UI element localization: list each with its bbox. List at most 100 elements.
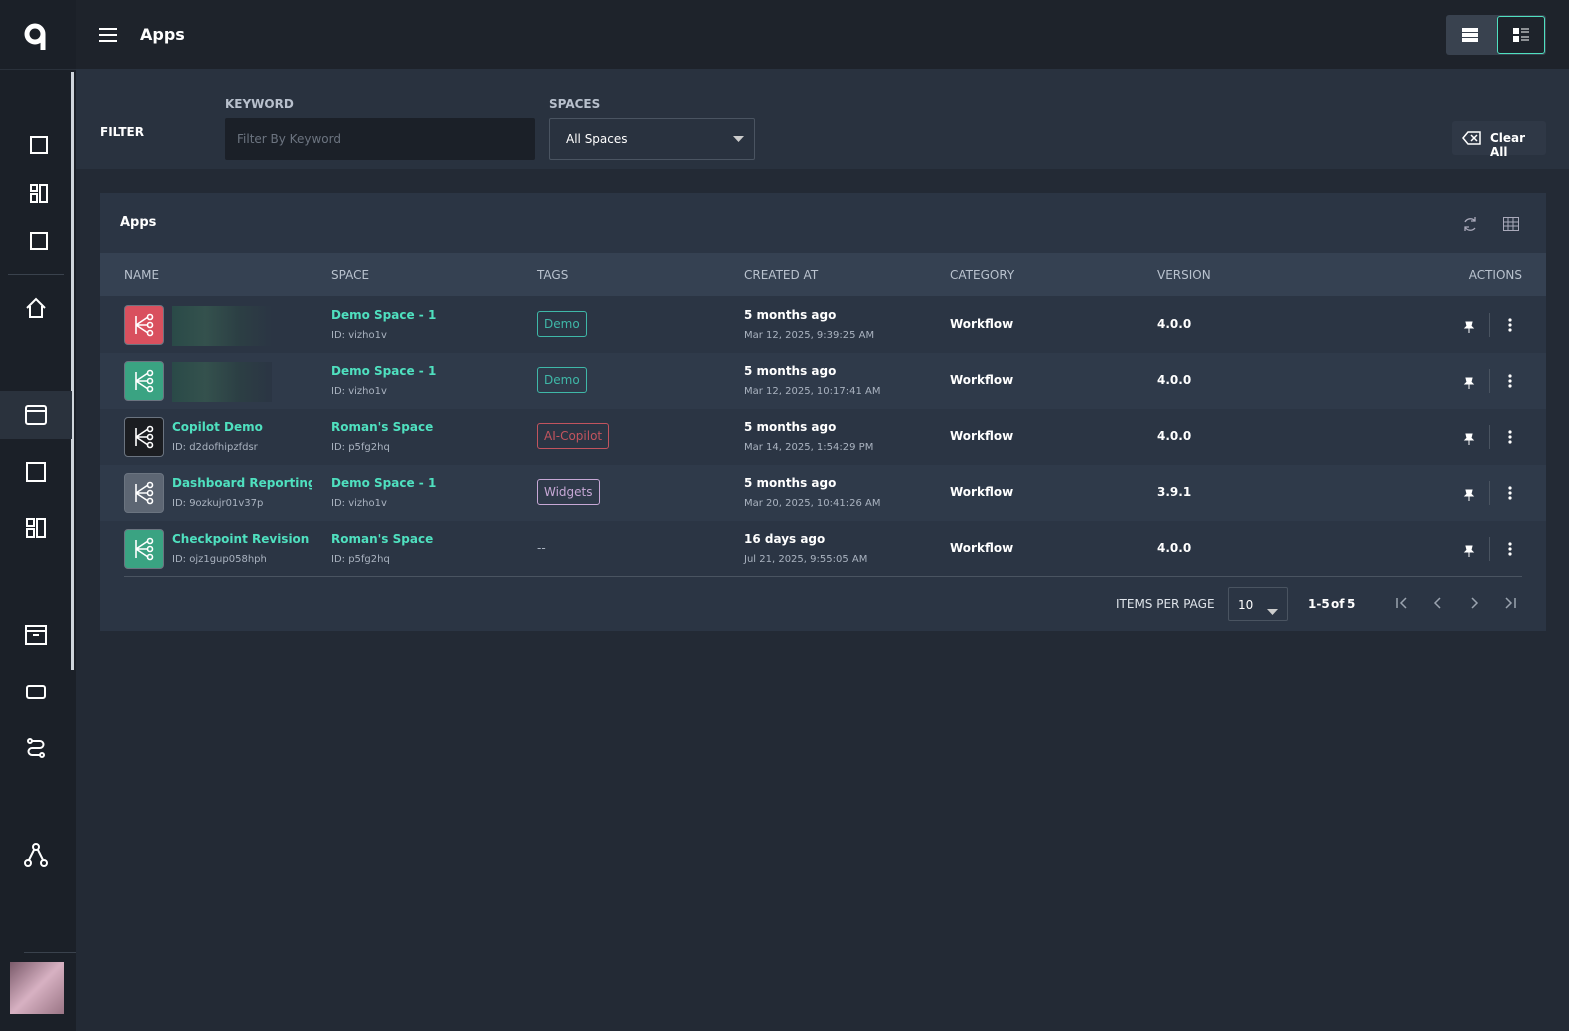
spaces-value: All Spaces — [566, 132, 628, 146]
prev-page-button[interactable] — [1430, 595, 1446, 611]
table-row[interactable] — [100, 297, 1546, 353]
page-size-value: 10 — [1238, 598, 1254, 612]
page-size-select[interactable]: 10 — [1228, 587, 1288, 621]
archive-icon[interactable] — [24, 623, 48, 647]
table-row[interactable] — [100, 353, 1546, 409]
category: Workflow — [950, 317, 1014, 331]
pin-button[interactable] — [1462, 487, 1476, 501]
more-button[interactable] — [1505, 429, 1515, 445]
flow-icon[interactable] — [24, 736, 48, 760]
created-date: Jul 21, 2025, 9:55:05 AM — [744, 554, 868, 565]
nav-icon[interactable] — [24, 516, 48, 540]
pin-button[interactable] — [1462, 431, 1476, 445]
columns-button[interactable] — [1503, 217, 1519, 231]
app-icon — [124, 305, 164, 345]
clear-all-button[interactable]: Clear All — [1452, 121, 1546, 159]
category: Workflow — [950, 373, 1014, 387]
nav-icon[interactable] — [28, 230, 50, 252]
divider — [1489, 369, 1490, 393]
space-id: ID: vizho1v — [331, 498, 387, 509]
more-button[interactable] — [1505, 317, 1515, 333]
home-icon[interactable] — [24, 296, 48, 320]
tag: AI-Copilot — [537, 423, 610, 449]
table-row[interactable] — [100, 409, 1546, 465]
list-view-icon — [1513, 28, 1529, 42]
space-id: ID: vizho1v — [331, 386, 387, 397]
keyword-label: KEYWORD — [225, 97, 294, 111]
clear-icon — [1462, 131, 1481, 145]
keyword-input[interactable]: Filter By Keyword — [225, 118, 535, 160]
divider — [0, 69, 76, 70]
page-total: 5 — [1347, 597, 1356, 611]
keyword-placeholder: Filter By Keyword — [237, 132, 341, 146]
app-id: ID: ojz1gup058hph — [172, 554, 267, 565]
pin-button[interactable] — [1462, 375, 1476, 389]
column-header: CATEGORY — [950, 268, 1015, 282]
space-id: ID: vizho1v — [331, 330, 387, 341]
page-of: of — [1331, 597, 1345, 611]
divider — [8, 274, 64, 275]
space-name[interactable]: Demo Space - 1 — [331, 308, 437, 322]
divider — [1489, 537, 1490, 561]
more-button[interactable] — [1505, 373, 1515, 389]
nav-icon[interactable] — [28, 134, 50, 156]
space-id: ID: p5fg2hq — [331, 554, 390, 565]
column-header: CREATED AT — [744, 268, 819, 282]
clear-all-label: Clear All — [1490, 131, 1526, 159]
spaces-select[interactable]: All Spaces — [549, 118, 755, 160]
space-name[interactable]: Demo Space - 1 — [331, 476, 437, 490]
tag: Demo — [537, 311, 587, 337]
space-name[interactable]: Demo Space - 1 — [331, 364, 437, 378]
menu-button[interactable] — [98, 25, 120, 45]
refresh-button[interactable] — [1462, 216, 1478, 232]
version: 4.0.0 — [1157, 317, 1192, 331]
space-name[interactable]: Roman's Space — [331, 532, 434, 546]
top-bar: Apps — [76, 0, 1569, 69]
tag-empty: -- — [537, 541, 546, 555]
last-page-button[interactable] — [1502, 595, 1518, 611]
divider — [24, 952, 76, 953]
more-button[interactable] — [1505, 485, 1515, 501]
more-button[interactable] — [1505, 541, 1515, 557]
apps-icon[interactable] — [24, 403, 48, 427]
pin-button[interactable] — [1462, 543, 1476, 557]
nav-icon[interactable] — [28, 182, 50, 204]
table-row[interactable] — [100, 465, 1546, 521]
created-date: Mar 14, 2025, 1:54:29 PM — [744, 442, 874, 453]
sidebar — [0, 0, 76, 1031]
dropdown-arrow — [733, 136, 744, 142]
category: Workflow — [950, 485, 1014, 499]
next-page-button[interactable] — [1466, 595, 1482, 611]
first-page-button[interactable] — [1394, 595, 1410, 611]
nav-icon[interactable] — [24, 460, 48, 484]
created-relative: 5 months ago — [744, 420, 837, 434]
column-header: NAME — [124, 268, 160, 282]
table-header — [100, 253, 1546, 296]
app-name[interactable]: Checkpoint Revision — [172, 532, 310, 546]
avatar[interactable] — [10, 962, 64, 1014]
column-header: SPACE — [331, 268, 370, 282]
app-icon — [124, 417, 164, 457]
page-range: 1-5 — [1308, 597, 1330, 611]
tag: Demo — [537, 367, 587, 393]
filter-bar: FILTER KEYWORD Filter By Keyword SPACES … — [76, 69, 1569, 169]
app-id: ID: 9ozkujr01v37p — [172, 498, 264, 509]
space-name[interactable]: Roman's Space — [331, 420, 434, 434]
created-date: Mar 12, 2025, 10:17:41 AM — [744, 386, 881, 397]
table-row[interactable] — [100, 521, 1546, 577]
logo[interactable] — [22, 20, 50, 52]
list-view-button[interactable] — [1497, 16, 1545, 54]
created-relative: 5 months ago — [744, 308, 837, 322]
nav-icon[interactable] — [24, 680, 48, 704]
pin-button[interactable] — [1462, 319, 1476, 333]
grid-view-button[interactable] — [1462, 28, 1478, 42]
graph-icon[interactable] — [23, 842, 49, 868]
dropdown-arrow — [1267, 601, 1279, 620]
app-name[interactable]: Dashboard Reporting Flo — [172, 476, 312, 490]
app-name[interactable]: Copilot Demo — [172, 420, 263, 434]
space-id: ID: p5fg2hq — [331, 442, 390, 453]
redacted-name — [172, 306, 272, 346]
column-header: VERSION — [1157, 268, 1211, 282]
version: 4.0.0 — [1157, 541, 1192, 555]
page-title: Apps — [140, 25, 185, 44]
